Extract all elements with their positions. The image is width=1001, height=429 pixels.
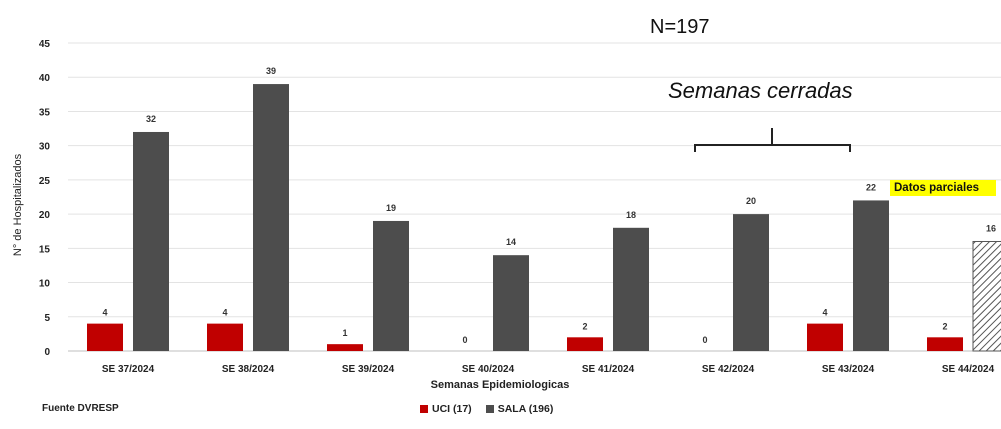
- bar-sala: [733, 214, 769, 351]
- y-tick-label: 15: [39, 244, 51, 255]
- data-label-sala: 32: [146, 114, 156, 124]
- data-label-uci: 0: [702, 335, 707, 345]
- data-label-uci: 1: [342, 328, 347, 338]
- x-tick-label: SE 41/2024: [582, 364, 635, 375]
- total-count-label: N=197: [650, 16, 710, 38]
- source-note: Fuente DVRESP: [42, 403, 119, 414]
- bar-uci: [927, 337, 963, 351]
- data-label-sala: 22: [866, 182, 876, 192]
- y-tick-label: 45: [39, 39, 51, 50]
- x-tick-labels: SE 37/2024 SE 38/2024 SE 39/2024 SE 40/2024…: [102, 364, 995, 375]
- x-tick-label: SE 43/2024: [822, 364, 875, 375]
- data-label-uci: 2: [942, 321, 947, 331]
- legend-label-uci: UCI (17): [432, 403, 472, 415]
- x-tick-label: SE 44/2024: [942, 364, 995, 375]
- y-tick-label: 20: [39, 210, 51, 221]
- x-tick-label: SE 42/2024: [702, 364, 755, 375]
- data-label-sala: 20: [746, 196, 756, 206]
- bar-uci: [327, 344, 363, 351]
- x-axis-label: Semanas Epidemiologicas: [431, 379, 570, 391]
- data-label-uci: 2: [582, 321, 587, 331]
- data-label-sala: 14: [506, 237, 516, 247]
- data-label-uci: 0: [462, 335, 467, 345]
- y-axis-label: N° de Hospitalizados: [12, 153, 24, 256]
- bar-uci: [87, 323, 123, 351]
- bar-sala: [373, 220, 409, 351]
- y-tick-label: 25: [39, 176, 51, 187]
- bar-sala: [253, 84, 289, 352]
- y-tick-label: 30: [39, 142, 51, 153]
- legend: UCI (17) SALA (196): [420, 403, 553, 415]
- x-tick-label: SE 38/2024: [222, 364, 275, 375]
- bar-sala: [613, 227, 649, 351]
- data-label-sala: 19: [386, 203, 396, 213]
- legend-item-uci: UCI (17): [420, 403, 472, 415]
- bar-sala: [493, 255, 529, 351]
- bar-uci: [567, 337, 603, 351]
- legend-swatch-uci: [420, 405, 428, 413]
- y-tick-label: 5: [44, 313, 50, 324]
- y-tick-labels: 0 5 10 15 20 25 30 35 40 45: [39, 39, 51, 358]
- x-tick-label: SE 40/2024: [462, 364, 515, 375]
- bar-sala: [133, 131, 169, 351]
- closed-weeks-annotation: Semanas cerradas: [668, 78, 853, 103]
- bar-sala-partial: [972, 240, 1001, 352]
- bar-uci: [207, 323, 243, 351]
- data-label-uci: 4: [822, 308, 827, 318]
- data-label-sala: 39: [266, 66, 276, 76]
- bar-sala: [853, 200, 889, 351]
- legend-swatch-sala: [485, 405, 494, 413]
- y-tick-label: 35: [39, 107, 51, 118]
- bars: [87, 84, 1001, 352]
- data-label-sala: 18: [626, 210, 636, 220]
- data-label-uci: 4: [102, 308, 107, 318]
- x-tick-label: SE 37/2024: [102, 364, 155, 375]
- x-tick-label: SE 39/2024: [342, 364, 395, 375]
- bar-uci: [807, 323, 843, 351]
- data-label-uci: 4: [222, 308, 227, 318]
- gridlines: [68, 42, 1001, 352]
- y-tick-label: 10: [39, 279, 51, 290]
- y-tick-label: 0: [44, 347, 50, 358]
- legend-label-sala: SALA (196): [497, 403, 554, 415]
- legend-item-sala: SALA (196): [485, 403, 554, 415]
- partial-data-badge: Datos parciales: [890, 180, 996, 196]
- closed-weeks-bracket: [694, 128, 851, 152]
- data-label-sala: 16: [986, 223, 996, 233]
- y-tick-label: 40: [39, 73, 51, 84]
